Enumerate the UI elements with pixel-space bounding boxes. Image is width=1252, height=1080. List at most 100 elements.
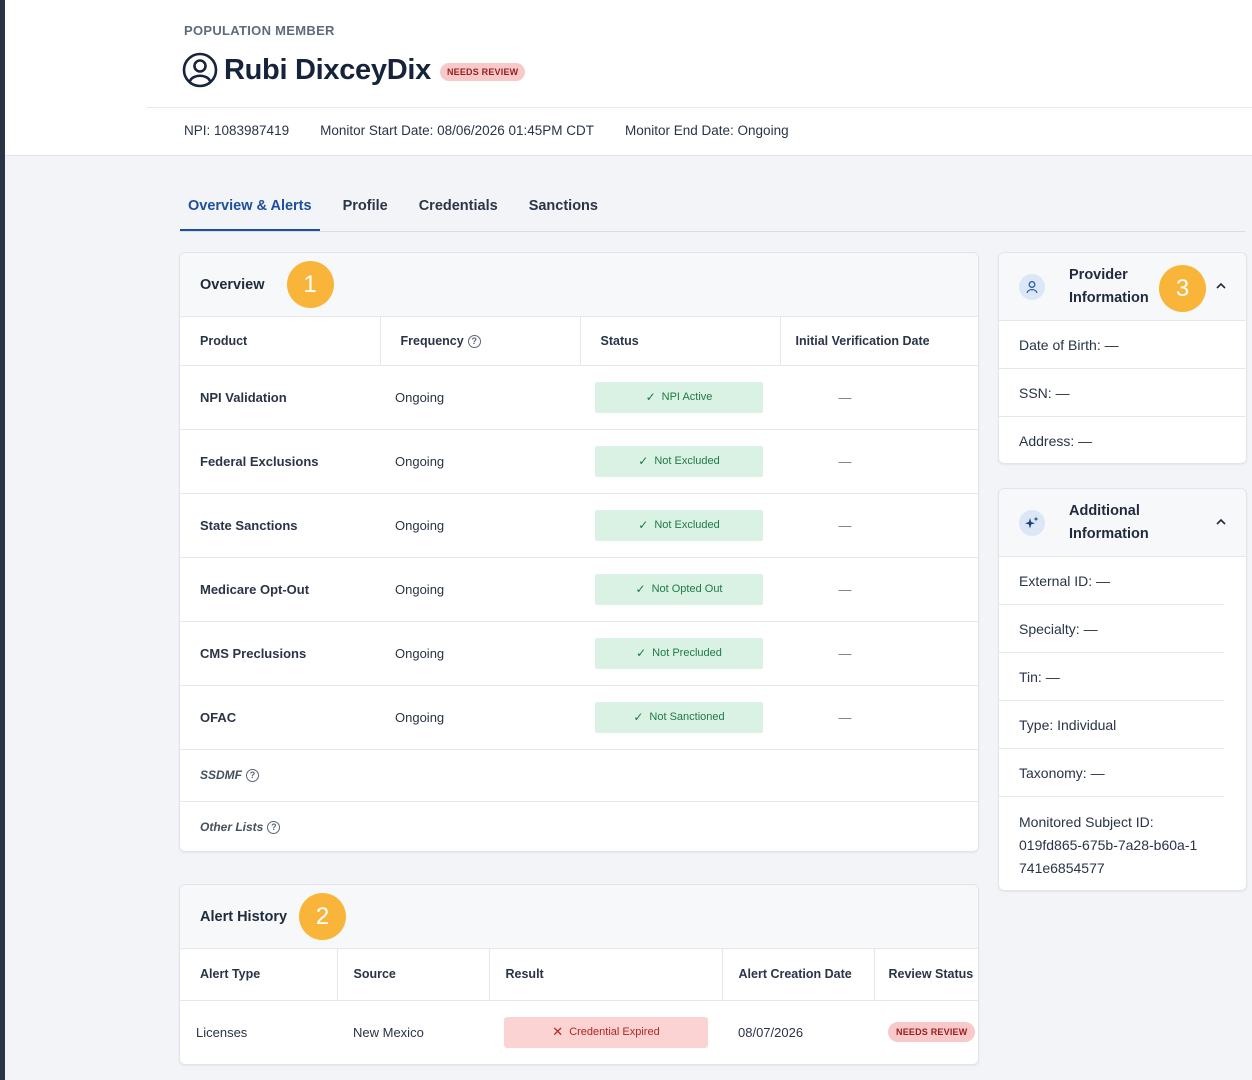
alert-type: Licenses [196,1024,248,1040]
monitored-subject-id-text: Monitored Subject ID: 019fd865-675b-7a28… [1019,811,1204,880]
status-pill: ✓ Not Excluded [595,445,763,477]
help-icon[interactable]: ? [246,769,259,783]
frequency-value: Ongoing [380,621,580,686]
tab-overview-alerts[interactable]: Overview & Alerts [180,190,320,231]
status-cell: ✓ Not Precluded [580,621,780,686]
address-field: Address: — [1019,433,1093,449]
product-name: CMS Preclusions [180,621,380,686]
other-lists-cell: Other Lists? [180,801,978,851]
check-icon: ✓ [645,390,656,404]
monitored-subject-id-label: Monitored Subject ID: [1019,814,1154,830]
check-icon: ✓ [638,518,649,532]
ssdmf-cell: SSDMF? [180,749,978,802]
status-pill: ✓ Not Sanctioned [595,701,763,733]
status-label: NPI Active [661,391,713,403]
tab-sanctions[interactable]: Sanctions [528,198,598,214]
page-header: POPULATION MEMBER Rubi DixceyDix NEEDS R… [5,0,1252,156]
header-divider [147,107,1252,108]
monitor-end-date: Monitor End Date: Ongoing [624,123,789,138]
frequency-value: Ongoing [380,685,580,750]
monitor-start-date: Monitor Start Date: 08/06/2026 01:45PM C… [320,123,594,138]
chevron-up-icon[interactable] [1216,281,1226,291]
status-pill: ✓ Not Precluded [595,637,763,669]
check-icon: ✓ [638,454,649,468]
x-icon: ✕ [552,1024,564,1040]
status-cell: ✓ Not Excluded [580,429,780,494]
overview-table-header: Product Frequency? Status Initial Verifi… [180,317,978,366]
provider-information-card: Provider Information 3 Date of Birth: — … [998,252,1247,464]
result-label: Credential Expired [569,1026,660,1039]
verification-date: — [838,453,852,469]
table-row[interactable]: Licenses New Mexico ✕ Credential Expired … [180,1000,978,1064]
provider-information-title: Provider Information [1069,266,1149,306]
check-icon: ✓ [635,582,646,596]
window-left-border [0,0,5,1080]
table-row-ssdmf: SSDMF? [180,749,978,802]
column-header-source: Source [337,949,490,1001]
check-icon: ✓ [633,710,644,724]
type-field: Type: Individual [999,701,1224,749]
provider-information-header[interactable]: Provider Information 3 [999,253,1246,321]
additional-information-header[interactable]: Additional Information [999,489,1246,557]
monitor-meta: NPI: 1083987419 Monitor Start Date: 08/0… [184,123,820,138]
alert-history-title: Alert History [200,908,288,925]
status-cell: ✓ Not Opted Out [580,557,780,622]
column-header-result: Result [489,949,723,1001]
page-title-row: Rubi DixceyDix NEEDS REVIEW [182,52,526,88]
column-header-alert-creation-date: Alert Creation Date [722,949,875,1001]
table-row: NPI Validation Ongoing ✓ NPI Active — [180,365,978,430]
review-status-cell: NEEDS REVIEW [874,1000,978,1064]
verification-date: — [838,645,852,661]
verification-date-cell: — [780,365,978,430]
monitored-subject-id-field: Monitored Subject ID: 019fd865-675b-7a28… [999,797,1224,887]
frequency-value: Ongoing [380,429,580,494]
tab-credentials[interactable]: Credentials [418,198,498,214]
page-eyebrow: POPULATION MEMBER [184,23,335,38]
status-label: Not Sanctioned [649,711,725,723]
overview-title: Overview [200,276,265,293]
additional-information-title: Additional Information [1069,502,1149,542]
verification-date-cell: — [780,429,978,494]
tab-bar: Overview & Alerts Profile Credentials Sa… [180,190,1245,232]
tab-profile[interactable]: Profile [342,198,388,214]
page-title: Rubi DixceyDix [224,53,431,86]
frequency-value: Ongoing [380,557,580,622]
status-pill: ✓ NPI Active [595,381,763,413]
column-header-alert-type: Alert Type [180,949,338,1001]
table-row: Federal Exclusions Ongoing ✓ Not Excluded… [180,429,978,494]
column-header-frequency: Frequency? [380,317,581,366]
verification-date-cell: — [780,493,978,558]
product-name: Medicare Opt-Out [180,557,380,622]
table-row: CMS Preclusions Ongoing ✓ Not Precluded — [180,621,978,686]
help-icon[interactable]: ? [467,334,481,348]
table-row-other-lists: Other Lists? [180,801,978,851]
column-header-review-status: Review Status [874,949,978,1001]
status-label: Not Excluded [654,519,720,531]
other-lists-label: Other Lists [200,820,264,835]
column-header-frequency-label: Frequency [400,333,464,348]
product-name: Federal Exclusions [180,429,380,494]
chevron-up-icon[interactable] [1216,517,1226,527]
column-header-status: Status [580,317,781,366]
npi-text: NPI: 1083987419 [184,123,290,138]
step-marker-1: 1 [286,261,334,308]
column-header-initial-verification-date: Initial Verification Date [780,317,978,366]
alert-history-card: Alert History 2 Alert Type Source Result… [179,884,979,1065]
status-label: Not Excluded [654,455,720,467]
verification-date: — [838,517,852,533]
result-pill: ✕ Credential Expired [504,1016,708,1048]
product-name: NPI Validation [180,365,380,430]
alert-history-header: Alert History 2 [180,885,978,949]
status-pill: ✓ Not Opted Out [595,573,763,605]
additional-information-card: Additional Information External ID: — Sp… [998,488,1247,891]
step-marker-2: 2 [299,893,347,940]
table-row: Medicare Opt-Out Ongoing ✓ Not Opted Out … [180,557,978,622]
status-label: Not Precluded [652,647,722,659]
product-name: State Sanctions [180,493,380,558]
external-id-field: External ID: — [999,557,1224,605]
help-icon[interactable]: ? [267,821,281,835]
alert-history-table: Alert Type Source Result Alert Creation … [180,949,978,1064]
overview-table: Product Frequency? Status Initial Verifi… [180,317,978,851]
column-header-product: Product [180,317,381,366]
ssn-field: SSN: — [999,369,1246,417]
